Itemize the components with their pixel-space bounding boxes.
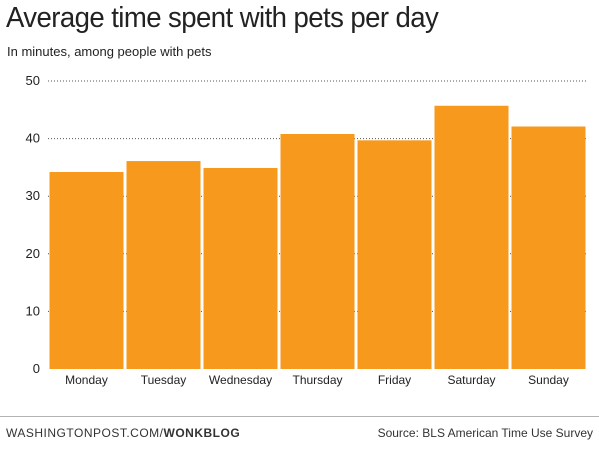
y-tick-label: 0 [33, 361, 40, 376]
x-tick-label: Tuesday [141, 373, 187, 387]
footer-credit: WASHINGTONPOST.COM/WONKBLOG [6, 426, 240, 440]
bar-friday [357, 140, 432, 369]
x-tick-label: Saturday [447, 373, 495, 387]
bar-thursday [280, 133, 355, 369]
y-tick-label: 20 [26, 246, 40, 261]
x-axis-ticks: Monday Tuesday Wednesday Thursday Friday Satu… [65, 373, 569, 387]
bar-chart: 0 10 20 30 40 50 Monday Tuesday Wednesday Thursd… [26, 73, 587, 387]
y-tick-label: 40 [26, 131, 40, 146]
bar-tuesday [126, 161, 201, 369]
x-tick-label: Monday [65, 373, 108, 387]
bar-wednesday [203, 167, 278, 369]
x-tick-label: Friday [378, 373, 411, 387]
footer-blog: WONKBLOG [163, 426, 241, 440]
footer-source: Source: BLS American Time Use Survey [377, 426, 593, 440]
y-tick-label: 50 [26, 73, 40, 88]
y-tick-label: 30 [26, 188, 40, 203]
x-tick-label: Sunday [528, 373, 569, 387]
footer-site: WASHINGTONPOST.COM/ [6, 426, 164, 440]
chart-title: Average time spent with pets per day [6, 2, 439, 34]
chart-subtitle: In minutes, among people with pets [7, 44, 212, 59]
y-tick-label: 10 [26, 303, 40, 318]
bar-saturday [434, 105, 509, 369]
x-tick-label: Thursday [292, 373, 342, 387]
x-tick-label: Wednesday [209, 373, 272, 387]
footer-divider [0, 416, 599, 417]
y-axis-ticks: 0 10 20 30 40 50 [26, 73, 40, 376]
bar-sunday [511, 126, 586, 369]
bar-monday [49, 172, 124, 369]
bars [49, 105, 586, 369]
